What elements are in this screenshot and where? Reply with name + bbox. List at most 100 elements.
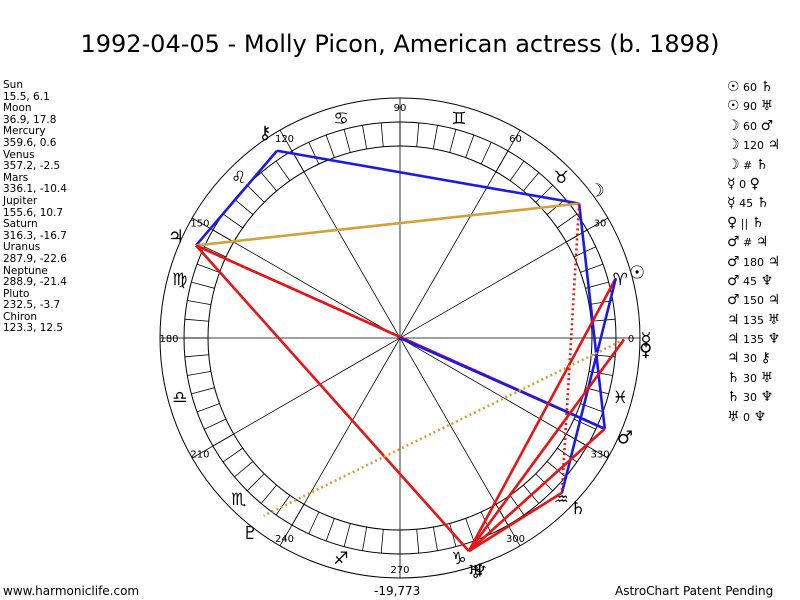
degree-tick <box>591 318 616 322</box>
aspect-planet-1-glyph: ♂ <box>727 272 740 289</box>
footer-center-value: -19,773 <box>374 584 421 598</box>
aspect-row: ♃ 135 ♅ <box>727 311 780 330</box>
planet-name-pluto: Pluto <box>3 287 30 300</box>
planet-glyph-mercury: ☿ <box>640 330 651 351</box>
degree-tick <box>380 122 384 147</box>
planet-glyph-chiron: ⚷ <box>258 122 271 143</box>
degree-tick <box>580 263 604 273</box>
aspect-planet-2-glyph: ♃ <box>767 253 781 270</box>
aspect-planet-2-glyph: ⚷ <box>760 350 771 367</box>
aspect-angle: 30 <box>739 352 761 366</box>
degree-tick <box>416 122 420 147</box>
aspect-row: ☿ 45 ♄ <box>727 194 780 213</box>
zodiac-sign-glyph: ♐ <box>333 549 348 569</box>
aspect-row: ☉ 60 ♄ <box>727 78 780 97</box>
degree-tick <box>509 160 525 181</box>
degree-label: 300 <box>506 534 525 545</box>
degree-tick <box>535 184 554 203</box>
aspect-planet-2-glyph: ♄ <box>751 214 765 231</box>
aspect-planet-1-glyph: ♂ <box>727 234 740 251</box>
degree-tick <box>480 142 492 165</box>
aspect-row: ☽ 120 ♃ <box>727 136 780 155</box>
aspect-planet-2-glyph: ♃ <box>755 234 769 251</box>
planet-glyph-mars: ♂ <box>617 428 633 449</box>
aspect-angle: 90 <box>739 100 761 114</box>
aspect-line <box>399 336 606 430</box>
aspect-line <box>468 491 563 553</box>
aspect-row: ♄ 30 ♆ <box>727 388 780 407</box>
degree-tick <box>557 213 578 229</box>
planet-name-uranus: Uranus <box>3 241 41 254</box>
degree-tick <box>246 184 265 203</box>
aspect-line <box>560 203 581 493</box>
aspect-row: ♄ 30 ♅ <box>727 369 780 388</box>
planet-position-list: Sun 15.5, 6.1 Moon 36.9, 17.8 Mercury 359.6, … <box>3 79 67 335</box>
degree-label: 120 <box>275 134 294 145</box>
zodiac-sign-glyph: ♑ <box>451 549 466 569</box>
planet-values-neptune: 288.9, -21.4 <box>3 276 67 289</box>
aspect-line <box>467 277 617 552</box>
degree-tick <box>343 523 351 547</box>
planet-values-chiron: 123.3, 12.5 <box>3 322 64 335</box>
footer-patent-note: AstroChart Patent Pending <box>615 584 774 598</box>
degree-tick <box>308 142 320 165</box>
zodiac-sign-glyph: ♎ <box>172 388 187 408</box>
planet-name-sun: Sun <box>3 79 23 91</box>
zodiac-sign-glyph: ♋ <box>333 109 348 129</box>
aspect-line <box>263 338 625 517</box>
degree-label: 180 <box>159 334 178 345</box>
aspect-planet-1-glyph: ☉ <box>727 98 740 115</box>
aspect-planet-1-glyph: ♃ <box>727 311 740 328</box>
aspect-line <box>195 244 470 553</box>
degree-tick <box>449 129 457 153</box>
aspect-planet-1-glyph: ☽ <box>727 137 740 154</box>
degree-tick <box>432 125 438 149</box>
aspect-angle: 135 <box>739 333 768 347</box>
planet-values-venus: 357.2, -2.5 <box>3 160 61 173</box>
degree-label: 210 <box>190 450 209 461</box>
degree-tick <box>275 495 291 516</box>
planet-name-saturn: Saturn <box>3 218 38 231</box>
aspect-planet-1-glyph: ♅ <box>727 408 740 425</box>
aspect-row: ♃ 30 ⚷ <box>727 349 780 368</box>
aspect-planet-1-glyph: ☿ <box>727 195 736 212</box>
zodiac-sign-glyph: ♈ <box>613 270 628 290</box>
degree-tick <box>204 246 227 258</box>
footer-website-link[interactable]: www.harmoniclife.com <box>3 584 140 598</box>
aspect-planet-1-glyph: ☽ <box>727 117 740 134</box>
degree-tick <box>260 484 277 504</box>
aspect-line <box>276 149 580 205</box>
aspect-row: ♅ 0 ♆ <box>727 408 780 427</box>
aspect-row: ☽ 60 ♂ <box>727 117 780 136</box>
aspect-planet-2-glyph: ♄ <box>760 79 774 95</box>
degree-tick <box>416 529 420 554</box>
degree-tick <box>260 172 277 192</box>
aspect-row: ♂ 45 ♆ <box>727 272 780 291</box>
aspect-row: ♂ 150 ♃ <box>727 291 780 310</box>
aspect-angle: 135 <box>739 313 768 327</box>
degree-tick <box>308 511 320 534</box>
aspect-angle: 45 <box>739 274 761 288</box>
degree-label: 60 <box>509 134 522 145</box>
aspect-line <box>195 149 279 247</box>
planet-name-jupiter: Jupiter <box>3 194 38 207</box>
planet-values-pluto: 232.5, -3.7 <box>3 299 61 312</box>
planet-name-chiron: Chiron <box>3 310 38 323</box>
aspect-planet-1-glyph: ♄ <box>727 369 740 386</box>
degree-tick <box>325 518 335 542</box>
aspect-planet-2-glyph: ♄ <box>755 156 769 173</box>
planet-values-jupiter: 155.6, 10.7 <box>3 206 64 219</box>
degree-label: 240 <box>275 534 294 545</box>
zodiac-sign-glyph: ♌ <box>231 168 246 188</box>
degree-tick <box>362 527 368 551</box>
degree-label: 330 <box>591 450 610 461</box>
degree-tick <box>187 300 211 306</box>
degree-tick <box>204 418 227 430</box>
planet-name-moon: Moon <box>3 102 32 115</box>
aspect-angle: 150 <box>739 294 768 308</box>
zodiac-sign-glyph: ♓ <box>613 388 628 408</box>
degree-tick <box>573 418 596 430</box>
planet-name-venus: Venus <box>3 148 35 161</box>
planet-name-neptune: Neptune <box>3 264 48 277</box>
aspect-angle: 120 <box>739 139 768 153</box>
